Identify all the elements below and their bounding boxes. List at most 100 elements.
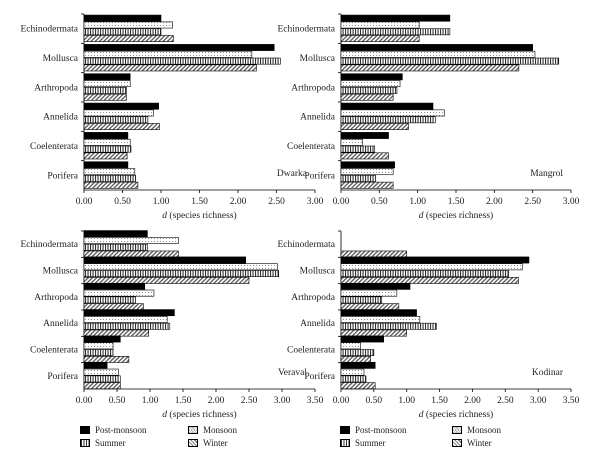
x-tick-label: 3.50 xyxy=(563,396,580,406)
bar-veraval-echinodermata-summer xyxy=(83,243,148,251)
bar-dwarka-annelida-post-monsoon xyxy=(83,102,159,110)
panel-mangrol: Echinodermata Mollusca Arthropoda Annelida C… xyxy=(277,13,580,221)
bar-kodinar-coelenterata-monsoon xyxy=(340,342,362,350)
bar-veraval-coelenterata-summer xyxy=(83,349,114,356)
bar-mangrol-coelenterata-summer xyxy=(340,145,376,153)
category-label-echinodermata: Echinodermata xyxy=(277,240,335,250)
x-tick-label: 3.00 xyxy=(274,396,291,406)
legend-swatch-summer xyxy=(80,439,90,447)
bar-dwarka-porifera-monsoon xyxy=(83,168,136,176)
site-label-veraval: Veraval xyxy=(278,368,307,378)
legend-label-monsoon: Monsoon xyxy=(203,425,238,435)
category-label-coelenterata: Coelenterata xyxy=(287,346,336,356)
bar-veraval-mollusca-summer xyxy=(83,270,279,277)
bar-veraval-echinodermata-winter xyxy=(83,250,179,258)
bar-mangrol-echinodermata-summer xyxy=(340,28,451,36)
legend-right-winter: Winter xyxy=(452,438,492,448)
x-tick-label: 3.50 xyxy=(307,396,324,406)
category-label-mollusca: Mollusca xyxy=(43,267,79,277)
bar-dwarka-coelenterata-summer xyxy=(83,145,132,153)
bar-kodinar-coelenterata-summer xyxy=(340,349,375,356)
bar-dwarka-coelenterata-winter xyxy=(83,152,128,160)
bar-kodinar-mollusca-monsoon xyxy=(340,263,523,271)
category-label-mollusca: Mollusca xyxy=(43,54,79,64)
x-tick-label: 2.50 xyxy=(497,396,514,406)
bar-veraval-annelida-winter xyxy=(83,329,149,337)
category-label-mollusca: Mollusca xyxy=(300,267,336,277)
x-tick-label: 3.00 xyxy=(563,197,580,207)
bar-veraval-porifera-monsoon xyxy=(83,368,119,376)
bar-veraval-arthropoda-winter xyxy=(83,303,144,311)
bar-kodinar-arthropoda-post-monsoon xyxy=(340,282,411,290)
legend-left-post-monsoon: Post-monsoon xyxy=(80,425,147,435)
bar-veraval-coelenterata-post-monsoon xyxy=(83,335,121,343)
category-label-annelida: Annelida xyxy=(300,113,336,123)
bar-mangrol-mollusca-winter xyxy=(340,64,520,72)
legend-label-summer: Summer xyxy=(95,438,126,448)
category-label-annelida: Annelida xyxy=(43,319,79,329)
bar-dwarka-mollusca-winter xyxy=(83,64,257,72)
bar-veraval-annelida-post-monsoon xyxy=(83,309,175,317)
bar-mangrol-coelenterata-post-monsoon xyxy=(340,132,389,139)
bar-dwarka-echinodermata-summer xyxy=(83,28,162,36)
bar-mangrol-arthropoda-winter xyxy=(340,93,394,101)
bar-veraval-mollusca-monsoon xyxy=(83,263,278,271)
category-label-porifera: Porifera xyxy=(304,170,335,181)
bar-dwarka-arthropoda-post-monsoon xyxy=(83,73,131,81)
bar-veraval-echinodermata-post-monsoon xyxy=(83,230,148,238)
category-label-echinodermata: Echinodermata xyxy=(20,240,78,250)
legend-left-monsoon: Monsoon xyxy=(188,425,237,435)
x-tick-label: 0.50 xyxy=(114,197,131,207)
x-tick-label: 3.00 xyxy=(307,197,324,207)
x-tick-label: 2.50 xyxy=(524,197,541,207)
legend-left-summer: Summer xyxy=(80,438,126,448)
bar-mangrol-porifera-monsoon xyxy=(340,168,394,176)
bar-kodinar-coelenterata-post-monsoon xyxy=(340,335,385,343)
bar-mangrol-mollusca-monsoon xyxy=(340,50,536,58)
x-tick-label: 0.00 xyxy=(333,396,350,406)
bar-mangrol-arthropoda-monsoon xyxy=(340,80,401,88)
bar-mangrol-echinodermata-monsoon xyxy=(340,21,420,29)
x-tick-label: 2.50 xyxy=(268,197,285,207)
bar-veraval-arthropoda-monsoon xyxy=(83,289,155,297)
category-label-arthropoda: Arthropoda xyxy=(34,83,79,93)
site-label-kodinar: Kodinar xyxy=(532,368,564,378)
bar-dwarka-arthropoda-summer xyxy=(83,87,127,94)
bar-mangrol-coelenterata-winter xyxy=(340,152,389,160)
bar-mangrol-arthropoda-summer xyxy=(340,87,398,94)
legend-right-summer: Summer xyxy=(340,438,386,448)
category-label-arthropoda: Arthropoda xyxy=(291,293,336,303)
bar-veraval-annelida-monsoon xyxy=(83,316,168,323)
bar-kodinar-porifera-winter xyxy=(340,382,376,390)
category-label-echinodermata: Echinodermata xyxy=(20,25,78,35)
bar-veraval-mollusca-winter xyxy=(83,276,250,284)
category-label-porifera: Porifera xyxy=(304,371,335,382)
bar-kodinar-porifera-summer xyxy=(340,375,367,383)
legend-left-winter: Winter xyxy=(188,438,228,448)
x-axis-label: d (species richness) xyxy=(162,210,236,221)
legend-swatch-post-monsoon xyxy=(340,426,350,434)
bar-mangrol-mollusca-post-monsoon xyxy=(340,44,533,51)
bar-veraval-coelenterata-winter xyxy=(83,355,130,363)
bar-kodinar-arthropoda-summer xyxy=(340,296,383,304)
bar-veraval-echinodermata-monsoon xyxy=(83,237,179,244)
legend-label-post-monsoon: Post-monsoon xyxy=(355,425,407,435)
bar-kodinar-annelida-monsoon xyxy=(340,316,421,323)
category-label-porifera: Porifera xyxy=(47,371,78,382)
category-label-coelenterata: Coelenterata xyxy=(30,346,79,356)
bar-dwarka-mollusca-monsoon xyxy=(83,50,253,58)
legend-label-winter: Winter xyxy=(467,438,492,448)
x-axis-label: d (species richness) xyxy=(419,409,493,420)
x-tick-label: 0.50 xyxy=(366,396,383,406)
bar-mangrol-porifera-summer xyxy=(340,175,376,182)
bar-mangrol-echinodermata-post-monsoon xyxy=(340,14,451,22)
bar-dwarka-mollusca-summer xyxy=(83,57,281,65)
bar-kodinar-annelida-winter xyxy=(340,329,408,337)
bar-veraval-coelenterata-monsoon xyxy=(83,342,114,350)
bar-mangrol-echinodermata-winter xyxy=(340,35,420,42)
x-tick-label: 2.00 xyxy=(230,197,247,207)
bar-kodinar-mollusca-winter xyxy=(340,276,519,284)
bar-veraval-annelida-summer xyxy=(83,322,171,330)
bar-veraval-porifera-summer xyxy=(83,375,121,383)
legend-swatch-monsoon xyxy=(188,426,198,434)
